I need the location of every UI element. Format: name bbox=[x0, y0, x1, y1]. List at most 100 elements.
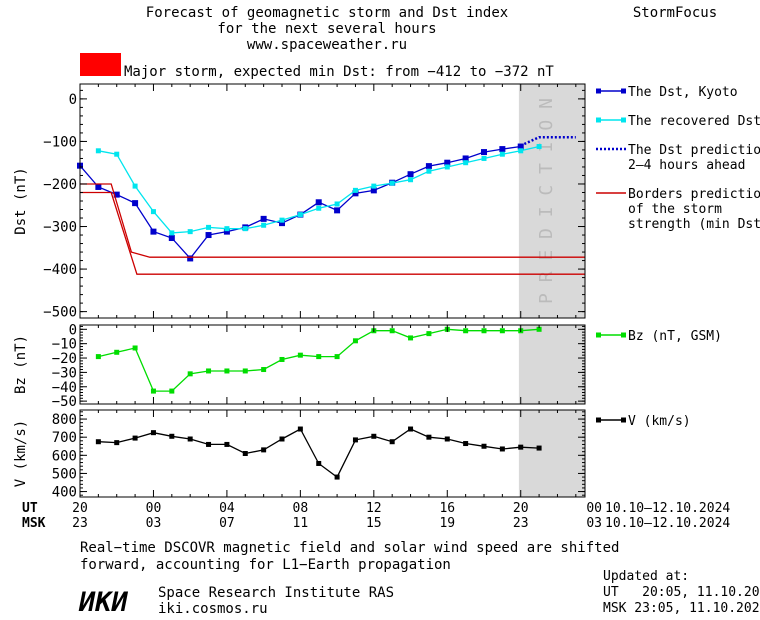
legend-marker bbox=[621, 417, 626, 423]
legend-marker bbox=[596, 417, 601, 423]
ut-tick-label: 00 bbox=[146, 501, 162, 516]
ut-label: UT bbox=[22, 501, 38, 516]
data-point bbox=[169, 230, 175, 236]
storm-level-label: Major storm, expected min Dst: from −412… bbox=[124, 64, 554, 80]
updated-msk: MSK 23:05, 11.10.2024 bbox=[603, 601, 760, 616]
legend-marker bbox=[621, 117, 626, 123]
data-point bbox=[95, 183, 102, 190]
msk-tick-label: 23 bbox=[513, 516, 529, 531]
data-point bbox=[261, 367, 267, 373]
data-point bbox=[114, 151, 120, 157]
iki-logo: ИКИ bbox=[78, 587, 129, 618]
data-point bbox=[132, 183, 138, 189]
data-point bbox=[499, 446, 505, 452]
data-point bbox=[352, 338, 358, 344]
ut-tick-label: 04 bbox=[219, 501, 235, 516]
data-point bbox=[463, 328, 469, 334]
y-tick-label: −50 bbox=[52, 394, 77, 410]
msk-tick-label: 15 bbox=[366, 516, 382, 531]
msk-tick-label: 23 bbox=[72, 516, 88, 531]
data-point bbox=[462, 155, 469, 162]
data-point bbox=[242, 451, 248, 456]
y-tick-label: −20 bbox=[52, 351, 77, 367]
institute-site[interactable]: iki.cosmos.ru bbox=[158, 601, 268, 617]
legend-label: The recovered Dst bbox=[628, 114, 760, 129]
ut-tick-label: 20 bbox=[72, 501, 88, 516]
data-point bbox=[206, 368, 212, 374]
y-tick-label: −10 bbox=[52, 337, 77, 353]
data-point bbox=[316, 460, 322, 466]
data-point bbox=[150, 388, 156, 394]
data-point bbox=[536, 326, 542, 332]
legend-label: Bz (nT, GSM) bbox=[628, 329, 722, 344]
data-point bbox=[481, 149, 487, 156]
date-range-msk: 10.10–12.10.2024 bbox=[605, 516, 730, 531]
data-point bbox=[168, 235, 175, 242]
plot-frame bbox=[79, 83, 586, 319]
data-point bbox=[187, 436, 193, 442]
data-point bbox=[389, 328, 395, 334]
legend-marker bbox=[621, 88, 626, 94]
data-point bbox=[370, 187, 377, 194]
data-point bbox=[132, 435, 138, 441]
legend-label: The Dst prediction bbox=[628, 143, 760, 158]
msk-tick-label: 07 bbox=[219, 516, 235, 531]
data-point bbox=[408, 335, 414, 341]
data-point bbox=[334, 207, 341, 214]
data-point bbox=[315, 199, 322, 206]
date-range-ut: 10.10–12.10.2024 bbox=[605, 501, 730, 516]
updated-label: Updated at: bbox=[603, 569, 689, 584]
data-point bbox=[132, 345, 138, 351]
legend-label: 2–4 hours ahead bbox=[628, 158, 745, 173]
plot-frame bbox=[79, 324, 586, 405]
prediction-shade bbox=[518, 325, 585, 404]
y-tick-label: 0 bbox=[69, 92, 77, 108]
data-point bbox=[114, 440, 120, 446]
data-point bbox=[371, 183, 377, 189]
data-point bbox=[169, 433, 175, 439]
data-point bbox=[242, 368, 248, 374]
data-point bbox=[95, 148, 101, 154]
data-point bbox=[187, 255, 194, 262]
data-point bbox=[536, 445, 542, 451]
website-link[interactable]: www.spaceweather.ru bbox=[247, 37, 407, 53]
propagation-note-line1: Real−time DSCOVR magnetic field and sola… bbox=[80, 540, 619, 556]
data-point bbox=[206, 441, 212, 447]
data-point bbox=[297, 426, 303, 432]
data-point bbox=[463, 441, 469, 447]
data-point bbox=[95, 439, 101, 445]
data-point bbox=[352, 190, 359, 197]
ut-tick-label: 16 bbox=[439, 501, 455, 516]
data-point bbox=[389, 439, 395, 445]
data-point bbox=[408, 426, 414, 432]
data-point bbox=[224, 441, 230, 447]
y-tick-label: −300 bbox=[43, 220, 77, 236]
data-point bbox=[187, 229, 193, 235]
data-point bbox=[261, 222, 267, 228]
msk-label: MSK bbox=[22, 516, 46, 531]
y-axis-label: Bz (nT) bbox=[13, 335, 29, 394]
data-point bbox=[205, 232, 212, 239]
legend-layer: The Dst, Kyoto The recovered Dst The Dst p… bbox=[596, 85, 760, 429]
ut-tick-label: 20 bbox=[513, 501, 529, 516]
data-point bbox=[260, 215, 267, 222]
data-point bbox=[150, 228, 157, 235]
data-point bbox=[389, 180, 395, 186]
y-tick-label: 0 bbox=[69, 322, 77, 338]
data-point bbox=[279, 436, 285, 442]
y-tick-label: −100 bbox=[43, 134, 77, 150]
msk-tick-label: 11 bbox=[293, 516, 309, 531]
plot-frame bbox=[79, 409, 586, 498]
legend-marker bbox=[596, 332, 601, 338]
data-point bbox=[242, 226, 248, 232]
legend-label: strength (min Dst) bbox=[628, 217, 760, 232]
institute-name: Space Research Institute RAS bbox=[158, 585, 394, 601]
data-point bbox=[114, 349, 120, 355]
prediction-shade bbox=[518, 410, 585, 497]
legend-marker bbox=[596, 117, 601, 123]
msk-tick-label: 19 bbox=[439, 516, 455, 531]
data-point bbox=[279, 356, 285, 362]
series-line bbox=[98, 145, 540, 234]
